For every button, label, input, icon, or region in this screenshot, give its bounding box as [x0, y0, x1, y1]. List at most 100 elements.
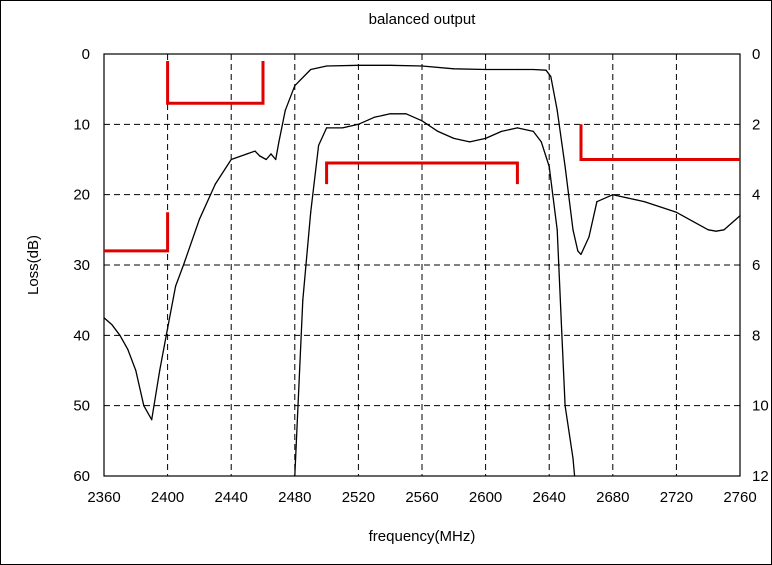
series-1-point — [119, 334, 121, 336]
series-1-point — [127, 348, 129, 350]
spec-mask-3 — [325, 161, 519, 185]
right-y-tick-label: 6 — [752, 257, 760, 274]
series-2-point — [373, 116, 375, 118]
y-tick-label: 30 — [73, 257, 90, 274]
series-2-point — [556, 229, 558, 231]
right-y-tick-label: 2 — [752, 116, 760, 133]
x-tick-label: 2360 — [87, 489, 120, 506]
series-1-point — [259, 155, 261, 157]
series-1-point — [159, 369, 161, 372]
series-1-point — [715, 230, 717, 232]
series-1-point — [167, 327, 169, 329]
grid-lines — [104, 54, 740, 476]
x-tick-label: 2640 — [533, 489, 566, 506]
y-tick-label: 40 — [73, 327, 90, 344]
series-1-point — [421, 65, 423, 67]
series-1-point — [596, 201, 598, 203]
series-1-point — [198, 218, 200, 220]
y-tick-label: 10 — [73, 116, 90, 133]
y-tick-label: 60 — [73, 468, 90, 485]
x-tick-label: 2560 — [405, 489, 438, 506]
right-y-tick-label: 10 — [752, 398, 769, 415]
chart-title: balanced output — [369, 11, 477, 28]
x-tick-labels: 2360 2400 2440 2480 2520 2560 2600 2640 2680 2720… — [87, 489, 756, 506]
series-2-point — [500, 130, 503, 132]
series-2-point — [564, 405, 566, 407]
series-1-point — [612, 194, 614, 196]
series-1-point — [532, 68, 534, 71]
right-y-tick-label: 0 — [752, 46, 760, 63]
series-1-point — [577, 250, 579, 252]
series-1 — [103, 64, 741, 421]
series-1-point — [453, 68, 455, 70]
spec-mask-4 — [579, 124, 740, 161]
y-axis-label: Loss(dB) — [25, 235, 42, 295]
y-tick-label: 20 — [73, 187, 90, 204]
series-2-point — [453, 137, 455, 139]
right-y-tick-label: 12 — [752, 468, 769, 485]
series-line-1 — [103, 64, 741, 421]
series-1-point — [739, 215, 741, 217]
series-1-point — [246, 153, 248, 155]
series-1-point — [111, 324, 113, 326]
series-1-point — [270, 153, 272, 155]
series-1-point — [230, 158, 232, 161]
x-tick-label: 2680 — [596, 489, 629, 506]
series-2-point — [310, 211, 312, 213]
series-1-point — [103, 317, 105, 319]
y-tick-label: 50 — [73, 398, 90, 415]
x-tick-label: 2400 — [151, 489, 184, 506]
series-2-point — [302, 299, 304, 301]
series-1-point — [564, 165, 566, 168]
series-1-point — [580, 253, 582, 255]
series-2-point — [297, 405, 299, 407]
series-2 — [294, 113, 576, 477]
x-tick-label: 2520 — [342, 489, 375, 506]
series-1-point — [675, 211, 678, 213]
series-1-point — [550, 75, 552, 78]
series-1-point — [357, 64, 359, 66]
series-2-point — [389, 113, 391, 115]
x-tick-label: 2760 — [723, 489, 756, 506]
series-2-point — [548, 165, 550, 168]
y-tick-labels: 0 10 20 30 40 50 60 — [73, 46, 90, 485]
spec-mask-2 — [166, 61, 265, 105]
series-1-point — [175, 285, 177, 287]
series-1-point — [275, 158, 277, 161]
series-2-point — [469, 141, 471, 143]
series-1-point — [389, 64, 391, 66]
series-2-point — [294, 475, 296, 477]
series-1-point — [644, 201, 646, 203]
x-tick-label: 2600 — [469, 489, 502, 506]
spec-masks — [104, 61, 740, 253]
series-2-point — [357, 123, 359, 125]
series-2-point — [516, 127, 519, 129]
plot-area — [103, 53, 741, 477]
series-1-point — [294, 85, 296, 87]
series-2-point — [574, 475, 576, 477]
series-1-point — [556, 109, 558, 111]
series-group — [103, 64, 741, 477]
series-1-point — [572, 229, 574, 231]
series-1-point — [545, 69, 547, 71]
series-1-point — [326, 65, 328, 67]
series-1-point — [310, 68, 312, 71]
series-1-point — [182, 264, 185, 266]
series-1-point — [516, 68, 519, 71]
series-2-point — [341, 127, 344, 129]
series-1-point — [214, 183, 216, 185]
series-1-point — [707, 229, 709, 231]
series-1-point — [278, 141, 280, 143]
series-2-point — [540, 141, 542, 143]
series-2-point — [326, 127, 328, 129]
series-line-2 — [294, 113, 576, 477]
x-axis-label: frequency(MHz) — [369, 528, 476, 545]
x-tick-label: 2440 — [215, 489, 248, 506]
series-1-point — [284, 109, 286, 111]
x-tick-label: 2480 — [278, 489, 311, 506]
series-2-point — [405, 113, 407, 115]
series-2-point — [572, 457, 574, 459]
series-2-point — [532, 130, 534, 132]
spec-mask-1 — [104, 212, 170, 253]
